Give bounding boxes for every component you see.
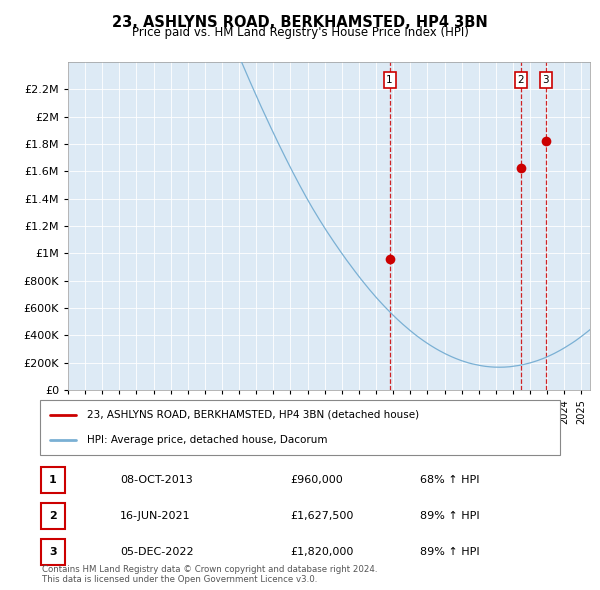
- Text: 16-JUN-2021: 16-JUN-2021: [120, 511, 191, 521]
- Text: £1,820,000: £1,820,000: [290, 547, 353, 557]
- Text: £1,627,500: £1,627,500: [290, 511, 353, 521]
- Text: £960,000: £960,000: [290, 475, 343, 485]
- Text: 05-DEC-2022: 05-DEC-2022: [120, 547, 194, 557]
- Text: 23, ASHLYNS ROAD, BERKHAMSTED, HP4 3BN (detached house): 23, ASHLYNS ROAD, BERKHAMSTED, HP4 3BN (…: [87, 410, 419, 420]
- Text: 68% ↑ HPI: 68% ↑ HPI: [420, 475, 479, 485]
- Text: 1: 1: [49, 475, 57, 485]
- Text: 1: 1: [386, 75, 393, 85]
- FancyBboxPatch shape: [41, 539, 65, 565]
- Text: 3: 3: [542, 75, 549, 85]
- Text: Price paid vs. HM Land Registry's House Price Index (HPI): Price paid vs. HM Land Registry's House …: [131, 26, 469, 39]
- Text: HPI: Average price, detached house, Dacorum: HPI: Average price, detached house, Daco…: [87, 435, 328, 445]
- FancyBboxPatch shape: [41, 467, 65, 493]
- Text: 2: 2: [49, 511, 57, 521]
- FancyBboxPatch shape: [41, 503, 65, 529]
- Text: 23, ASHLYNS ROAD, BERKHAMSTED, HP4 3BN: 23, ASHLYNS ROAD, BERKHAMSTED, HP4 3BN: [112, 15, 488, 30]
- Text: 3: 3: [49, 547, 57, 557]
- Text: 08-OCT-2013: 08-OCT-2013: [120, 475, 193, 485]
- Text: Contains HM Land Registry data © Crown copyright and database right 2024.
This d: Contains HM Land Registry data © Crown c…: [42, 565, 377, 585]
- Text: 2: 2: [518, 75, 524, 85]
- Text: 89% ↑ HPI: 89% ↑ HPI: [420, 511, 479, 521]
- FancyBboxPatch shape: [40, 400, 560, 455]
- Text: 89% ↑ HPI: 89% ↑ HPI: [420, 547, 479, 557]
